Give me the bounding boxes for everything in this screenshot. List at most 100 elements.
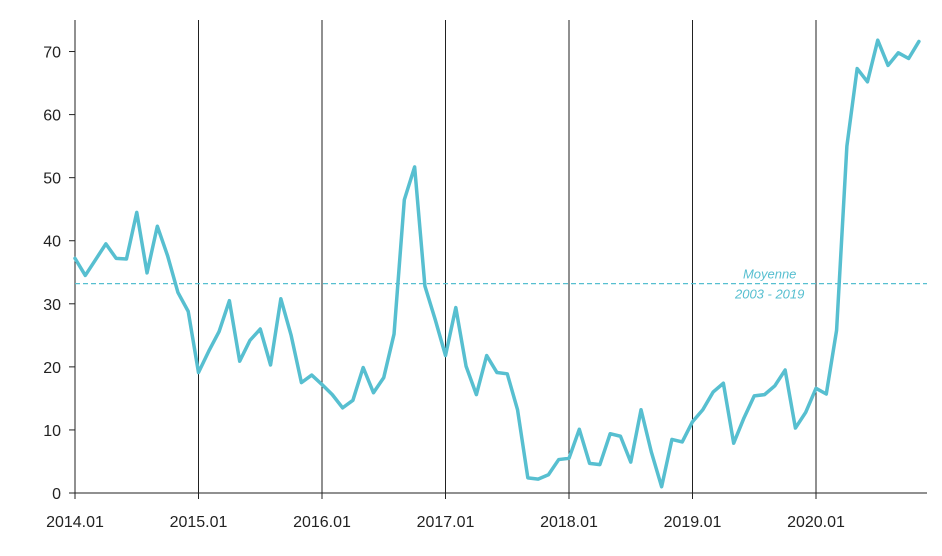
data-point: [886, 64, 889, 67]
data-point: [681, 440, 684, 443]
y-tick-label: 30: [43, 297, 61, 314]
data-point: [753, 394, 756, 397]
year-gridlines: [198, 20, 817, 493]
data-point: [578, 428, 581, 431]
data-point: [495, 371, 498, 374]
data-point: [814, 387, 817, 390]
data-point: [722, 382, 725, 385]
data-point: [300, 381, 303, 384]
x-tick-label: 2015.01: [170, 514, 228, 531]
y-tick-label: 60: [43, 108, 61, 125]
data-point: [372, 391, 375, 394]
y-tick-label: 10: [43, 423, 61, 440]
data-point: [341, 406, 344, 409]
data-point: [331, 393, 334, 396]
data-point: [794, 426, 797, 429]
data-point: [876, 39, 879, 42]
data-point: [238, 360, 241, 363]
data-point: [557, 458, 560, 461]
x-tick-label: 2019.01: [664, 514, 722, 531]
data-point: [362, 366, 365, 369]
data-point: [259, 327, 262, 330]
data-point: [475, 393, 478, 396]
data-point: [660, 485, 663, 488]
data-point: [115, 257, 118, 260]
data-point: [217, 330, 220, 333]
data-point: [866, 80, 869, 83]
data-point: [392, 332, 395, 335]
data-point: [320, 383, 323, 386]
data-point: [228, 299, 231, 302]
data-point: [516, 408, 519, 411]
data-point: [773, 384, 776, 387]
data-point: [279, 297, 282, 300]
x-axis-ticks: 2014.01 2015.01 2016.01 2017.01 2018.01 2019.…: [46, 493, 845, 531]
data-point: [804, 411, 807, 414]
data-point: [207, 350, 210, 353]
x-tick-label: 2020.01: [787, 514, 845, 531]
average-label-title: Moyenne: [743, 267, 796, 282]
data-point: [73, 257, 76, 260]
data-point: [403, 198, 406, 201]
data-point: [763, 393, 766, 396]
data-point: [537, 478, 540, 481]
data-point: [784, 368, 787, 371]
data-point: [670, 438, 673, 441]
data-point: [917, 40, 920, 43]
y-tick-label: 40: [43, 234, 61, 251]
data-point: [845, 145, 848, 148]
data-point: [547, 473, 550, 476]
data-point: [197, 371, 200, 374]
data-point: [187, 310, 190, 313]
x-tick-label: 2018.01: [540, 514, 598, 531]
data-point: [897, 51, 900, 54]
data-point: [310, 373, 313, 376]
series-line: [73, 38, 921, 489]
data-point: [711, 390, 714, 393]
x-tick-label: 2014.01: [46, 514, 104, 531]
data-point: [351, 399, 354, 402]
data-point: [444, 354, 447, 357]
data-point: [701, 408, 704, 411]
data-point: [619, 435, 622, 438]
data-point: [290, 334, 293, 337]
y-tick-label: 0: [52, 486, 61, 503]
x-tick-label: 2017.01: [417, 514, 475, 531]
data-point: [176, 291, 179, 294]
data-point: [382, 376, 385, 379]
data-point: [84, 274, 87, 277]
data-point: [506, 372, 509, 375]
x-tick-label: 2016.01: [293, 514, 351, 531]
data-point: [598, 463, 601, 466]
data-point: [856, 67, 859, 70]
data-point: [464, 365, 467, 368]
data-point: [269, 363, 272, 366]
data-point: [166, 254, 169, 257]
data-point: [248, 339, 251, 342]
data-point: [835, 329, 838, 332]
data-point: [691, 420, 694, 423]
data-point: [156, 225, 159, 228]
y-axis-ticks: 0 10 20 30 40 50 60 70: [43, 45, 75, 503]
data-point: [94, 258, 97, 261]
data-point: [454, 306, 457, 309]
data-point: [104, 242, 107, 245]
data-point: [650, 450, 653, 453]
data-point: [423, 285, 426, 288]
data-point: [125, 257, 128, 260]
data-point: [567, 457, 570, 460]
data-point: [135, 211, 138, 214]
data-point: [825, 392, 828, 395]
data-point: [434, 318, 437, 321]
y-tick-label: 70: [43, 45, 61, 62]
data-point: [413, 165, 416, 168]
data-point: [742, 416, 745, 419]
data-point: [485, 354, 488, 357]
data-point: [907, 57, 910, 60]
data-point: [629, 461, 632, 464]
data-point: [609, 432, 612, 435]
data-point: [526, 476, 529, 479]
y-tick-label: 20: [43, 360, 61, 377]
y-tick-label: 50: [43, 171, 61, 188]
